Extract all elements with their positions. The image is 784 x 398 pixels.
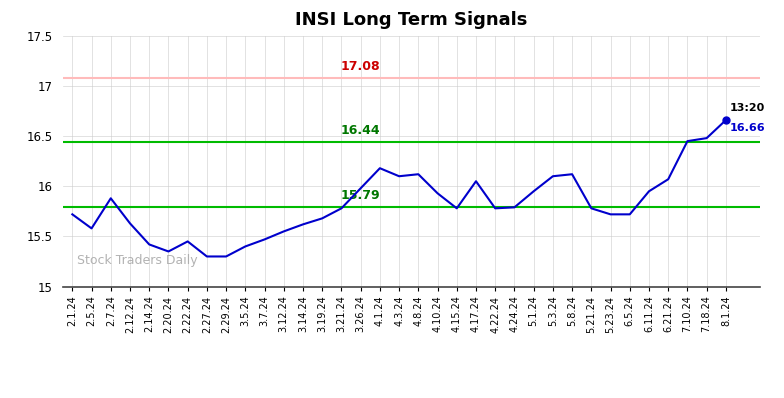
- Text: 17.08: 17.08: [341, 60, 380, 73]
- Text: 16.44: 16.44: [341, 124, 380, 137]
- Text: Stock Traders Daily: Stock Traders Daily: [77, 254, 198, 267]
- Title: INSI Long Term Signals: INSI Long Term Signals: [296, 11, 528, 29]
- Text: 15.79: 15.79: [341, 189, 380, 202]
- Text: 16.66: 16.66: [730, 123, 765, 133]
- Text: 13:20: 13:20: [730, 103, 765, 113]
